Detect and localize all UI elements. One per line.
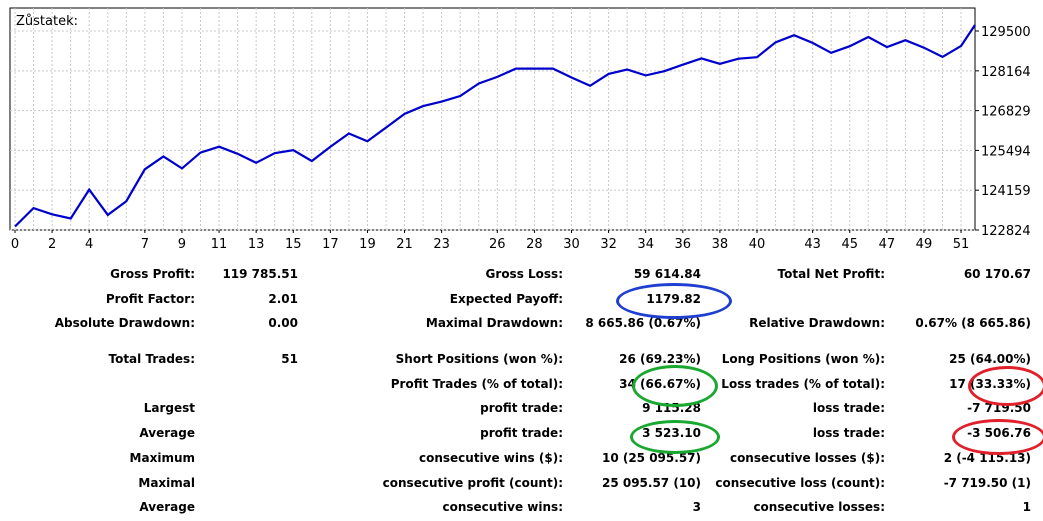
x-tick-label: 45 <box>841 237 858 252</box>
y-tick-label: 128164 <box>981 65 1031 80</box>
x-tick-label: 9 <box>178 237 186 252</box>
consecutive-profit-count-label: consecutive profit (count): <box>382 476 563 490</box>
y-tick-label: 122824 <box>981 224 1031 239</box>
largest-label: Largest <box>143 401 195 415</box>
x-tick-label: 2 <box>48 237 56 252</box>
grid <box>10 8 975 231</box>
largest-profit-value: 9 115.28 <box>642 401 701 415</box>
y-tick-label: 129500 <box>981 25 1031 40</box>
largest-profit-label: profit trade: <box>480 401 563 415</box>
x-tick-label: 11 <box>211 237 228 252</box>
average-profit-label: profit trade: <box>480 426 563 440</box>
stats-table: Gross Profit: 119 785.51 Gross Loss: 59 … <box>0 262 1043 521</box>
gross-profit-label: Gross Profit: <box>110 267 195 281</box>
x-tick-label: 51 <box>953 237 970 252</box>
x-tick-label: 19 <box>359 237 376 252</box>
x-tick-label: 28 <box>526 237 543 252</box>
x-tick-label: 47 <box>879 237 896 252</box>
consecutive-loss-count-value: -7 719.50 (1) <box>943 476 1031 490</box>
loss-trades-value: 17 (33.33%) <box>949 377 1031 391</box>
chart-title: Zůstatek: <box>16 14 78 29</box>
gross-profit-value: 119 785.51 <box>222 267 298 281</box>
x-tick-label: 4 <box>85 237 93 252</box>
profit-factor-value: 2.01 <box>268 292 298 306</box>
maximal-label: Maximal <box>138 476 195 490</box>
x-tick-label: 7 <box>141 237 149 252</box>
average-consecutive-losses-value: 1 <box>1022 500 1031 514</box>
plot-area <box>9 7 976 231</box>
absolute-drawdown-label: Absolute Drawdown: <box>54 316 195 330</box>
consecutive-losses-amount-label: consecutive losses ($): <box>729 451 885 465</box>
profit-trades-value: 34 (66.67%) <box>619 377 701 391</box>
average-consecutive-label: Average <box>139 500 195 514</box>
profit-factor-label: Profit Factor: <box>105 292 195 306</box>
y-tick-label: 125494 <box>981 144 1031 159</box>
consecutive-losses-amount-value: 2 (-4 115.13) <box>943 451 1031 465</box>
x-tick-label: 26 <box>489 237 506 252</box>
consecutive-wins-amount-value: 10 (25 095.57) <box>601 451 701 465</box>
x-tick-label: 30 <box>563 237 580 252</box>
average-consecutive-losses-label: consecutive losses: <box>753 500 885 514</box>
maximal-drawdown-label: Maximal Drawdown: <box>425 316 563 330</box>
consecutive-wins-amount-label: consecutive wins ($): <box>418 451 563 465</box>
profit-trades-label: Profit Trades (% of total): <box>390 377 563 391</box>
average-profit-value: 3 523.10 <box>642 426 701 440</box>
largest-loss-value: -7 719.50 <box>967 401 1031 415</box>
largest-loss-label: loss trade: <box>812 401 885 415</box>
average-loss-value: -3 506.76 <box>967 426 1031 440</box>
x-tick-label: 21 <box>396 237 413 252</box>
consecutive-loss-count-label: consecutive loss (count): <box>715 476 885 490</box>
x-tick-label: 38 <box>712 237 729 252</box>
x-tick-label: 49 <box>916 237 933 252</box>
loss-trades-label: Loss trades (% of total): <box>721 377 885 391</box>
y-tick-label: 124159 <box>981 184 1031 199</box>
short-positions-value: 26 (69.23%) <box>619 352 701 366</box>
average-loss-label: loss trade: <box>812 426 885 440</box>
balance-line <box>14 24 976 228</box>
total-trades-value: 51 <box>281 352 298 366</box>
x-tick-label: 13 <box>248 237 265 252</box>
x-tick-label: 34 <box>637 237 654 252</box>
long-positions-value: 25 (64.00%) <box>949 352 1031 366</box>
x-tick-label: 15 <box>285 237 302 252</box>
short-positions-label: Short Positions (won %): <box>395 352 563 366</box>
x-tick-label: 36 <box>675 237 692 252</box>
x-tick-label: 40 <box>749 237 766 252</box>
maximal-drawdown-value: 8 665.86 (0.67%) <box>585 316 701 330</box>
x-tick-label: 0 <box>11 237 19 252</box>
consecutive-profit-count-value: 25 095.57 (10) <box>601 476 701 490</box>
total-trades-label: Total Trades: <box>108 352 195 366</box>
long-positions-label: Long Positions (won %): <box>721 352 885 366</box>
maximum-label: Maximum <box>129 451 195 465</box>
relative-drawdown-label: Relative Drawdown: <box>749 316 885 330</box>
expected-payoff-value: 1179.82 <box>646 292 701 306</box>
relative-drawdown-value: 0.67% (8 665.86) <box>915 316 1031 330</box>
average-label: Average <box>139 426 195 440</box>
gross-loss-label: Gross Loss: <box>485 267 563 281</box>
total-net-profit-label: Total Net Profit: <box>777 267 885 281</box>
average-consecutive-wins-label: consecutive wins: <box>442 500 563 514</box>
average-consecutive-wins-value: 3 <box>692 500 701 514</box>
x-tick-label: 23 <box>433 237 450 252</box>
x-tick-label: 17 <box>322 237 339 252</box>
total-net-profit-value: 60 170.67 <box>963 267 1031 281</box>
x-tick-label: 32 <box>600 237 617 252</box>
gross-loss-value: 59 614.84 <box>633 267 701 281</box>
absolute-drawdown-value: 0.00 <box>268 316 298 330</box>
y-tick-label: 126829 <box>981 105 1031 120</box>
expected-payoff-label: Expected Payoff: <box>449 292 563 306</box>
x-tick-label: 43 <box>804 237 821 252</box>
